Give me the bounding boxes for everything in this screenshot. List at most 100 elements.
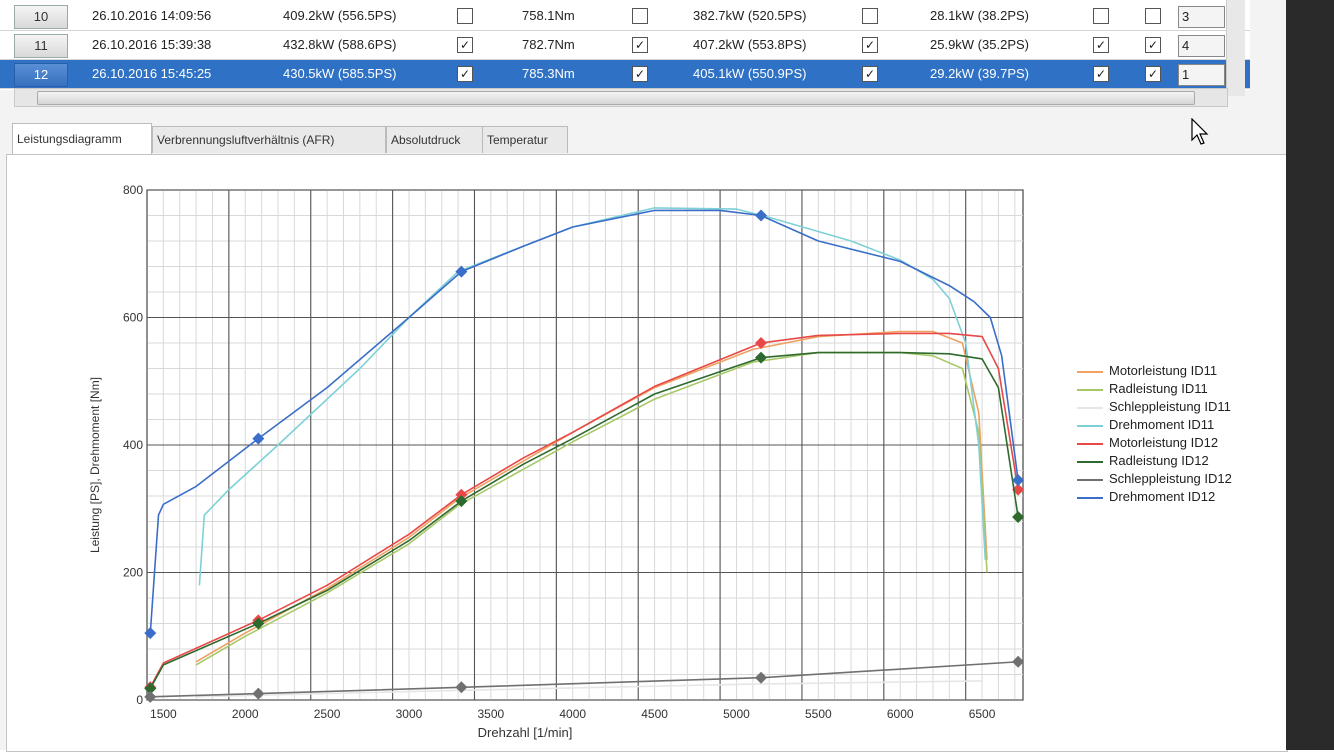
- row-checkbox[interactable]: ✓: [1093, 66, 1109, 82]
- legend-swatch: [1077, 371, 1103, 373]
- x-tick-label: 3000: [396, 707, 423, 721]
- series-marker: [455, 495, 468, 508]
- row-checkbox[interactable]: [1145, 8, 1161, 24]
- series-marker: [755, 209, 768, 222]
- series-marker: [252, 617, 265, 630]
- cell-power: 409.2kW (556.5PS): [283, 8, 397, 23]
- legend-label: Motorleistung ID12: [1109, 435, 1219, 450]
- table-row[interactable]: 12 26.10.2016 15:45:25 430.5kW (585.5PS) 78…: [0, 60, 1250, 89]
- cell-torque: 782.7Nm: [522, 37, 575, 52]
- table-horizontal-scrollbar[interactable]: [14, 88, 1228, 107]
- x-tick-label: 6000: [887, 707, 914, 721]
- legend-swatch: [1077, 407, 1103, 409]
- row-order-field[interactable]: 3: [1178, 6, 1225, 28]
- cell-torque: 758.1Nm: [522, 8, 575, 23]
- series-marker: [455, 488, 468, 501]
- row-checkbox[interactable]: [632, 8, 648, 24]
- table-row[interactable]: 11 26.10.2016 15:39:38 432.8kW (588.6PS) 78…: [0, 31, 1250, 60]
- row-checkbox[interactable]: ✓: [862, 66, 878, 82]
- cell-wheel: 405.1kW (550.9PS): [693, 66, 807, 81]
- row-checkbox[interactable]: ✓: [862, 37, 878, 53]
- legend-entry: Drehmoment ID12: [1077, 489, 1287, 507]
- series-marker: [755, 351, 768, 364]
- series-marker: [144, 627, 157, 640]
- chart-panel: 1500 2000 2500 3000 3500 4000 4500 5000 5500 6000…: [6, 154, 1288, 752]
- tab-absolutdruck[interactable]: Absolutdruck: [386, 126, 486, 153]
- series-marker: [252, 432, 265, 445]
- cell-wheel: 407.2kW (553.8PS): [693, 37, 807, 52]
- tab-temperatur[interactable]: Temperatur: [482, 126, 568, 153]
- x-axis-label: Drehzahl [1/min]: [478, 725, 573, 740]
- cell-power: 432.8kW (588.6PS): [283, 37, 397, 52]
- cell-date: 26.10.2016 14:09:56: [92, 8, 212, 23]
- y-tick-label: 400: [123, 438, 143, 452]
- series-line: [198, 207, 987, 586]
- x-tick-label: 5500: [805, 707, 832, 721]
- cell-wheel: 382.7kW (520.5PS): [693, 8, 807, 23]
- y-tick-label: 600: [123, 311, 143, 325]
- legend-swatch: [1077, 461, 1103, 463]
- row-id-cell[interactable]: 10: [14, 5, 68, 29]
- cell-power: 430.5kW (585.5PS): [283, 66, 397, 81]
- series-marker: [755, 671, 768, 684]
- cell-date: 26.10.2016 15:45:25: [92, 66, 212, 81]
- row-checkbox[interactable]: ✓: [457, 66, 473, 82]
- legend-label: Drehmoment ID12: [1109, 489, 1216, 504]
- row-checkbox[interactable]: [862, 8, 878, 24]
- x-tick-label: 6500: [969, 707, 996, 721]
- legend-swatch: [1077, 497, 1103, 499]
- legend-label: Schleppleistung ID12: [1109, 471, 1232, 486]
- row-checkbox[interactable]: ✓: [457, 37, 473, 53]
- row-checkbox[interactable]: ✓: [632, 66, 648, 82]
- legend-swatch: [1077, 389, 1103, 391]
- tab-afr[interactable]: Verbrennungsluftverhältnis (AFR): [152, 126, 386, 153]
- legend-swatch: [1077, 479, 1103, 481]
- row-checkbox[interactable]: ✓: [1145, 37, 1161, 53]
- series-line: [149, 332, 1019, 688]
- legend-entry: Drehmoment ID11: [1077, 417, 1287, 435]
- x-tick-label: 4500: [641, 707, 668, 721]
- legend-entry: Radleistung ID12: [1077, 453, 1287, 471]
- series-line: [196, 680, 983, 698]
- series-marker: [455, 265, 468, 278]
- measurement-table: 10 26.10.2016 14:09:56 409.2kW (556.5PS) 75…: [0, 0, 1250, 90]
- series-marker: [755, 337, 768, 349]
- y-tick-label: 800: [123, 183, 143, 197]
- legend-swatch: [1077, 425, 1103, 427]
- table-row[interactable]: 10 26.10.2016 14:09:56 409.2kW (556.5PS) 75…: [0, 2, 1250, 31]
- row-order-field[interactable]: 4: [1178, 35, 1225, 57]
- row-order-field[interactable]: 1: [1178, 64, 1225, 86]
- mouse-pointer-icon: [1191, 118, 1209, 145]
- x-tick-label: 1500: [150, 707, 177, 721]
- row-checkbox[interactable]: ✓: [632, 37, 648, 53]
- legend-entry: Schleppleistung ID12: [1077, 471, 1287, 489]
- legend-entry: Motorleistung ID12: [1077, 435, 1287, 453]
- series-line: [195, 330, 988, 663]
- legend-label: Drehmoment ID11: [1109, 417, 1215, 432]
- tab-leistungsdiagramm[interactable]: Leistungsdiagramm: [12, 123, 152, 154]
- legend-label: Motorleistung ID11: [1109, 363, 1218, 378]
- x-tick-label: 2500: [314, 707, 341, 721]
- row-checkbox[interactable]: ✓: [1145, 66, 1161, 82]
- cell-drag: 25.9kW (35.2PS): [930, 37, 1029, 52]
- legend-label: Radleistung ID11: [1109, 381, 1208, 396]
- chart-legend: Motorleistung ID11 Radleistung ID11 Schlep…: [1077, 363, 1287, 507]
- x-tick-label: 3500: [477, 707, 504, 721]
- cell-date: 26.10.2016 15:39:38: [92, 37, 212, 52]
- row-checkbox[interactable]: ✓: [1093, 37, 1109, 53]
- y-axis-label: Leistung [PS], Drehmoment [Nm]: [88, 377, 102, 553]
- table-vertical-scrollbar[interactable]: [1226, 0, 1245, 96]
- x-tick-label: 2000: [232, 707, 259, 721]
- series-line: [195, 351, 988, 666]
- row-id-cell[interactable]: 12: [14, 63, 68, 87]
- cell-drag: 29.2kW (39.7PS): [930, 66, 1029, 81]
- series-marker: [252, 687, 265, 700]
- row-id-cell[interactable]: 11: [14, 34, 68, 58]
- row-checkbox[interactable]: [457, 8, 473, 24]
- x-tick-label: 4000: [559, 707, 586, 721]
- scrollbar-thumb[interactable]: [37, 91, 1195, 105]
- cell-torque: 785.3Nm: [522, 66, 575, 81]
- row-checkbox[interactable]: [1093, 8, 1109, 24]
- series-marker: [1012, 655, 1025, 668]
